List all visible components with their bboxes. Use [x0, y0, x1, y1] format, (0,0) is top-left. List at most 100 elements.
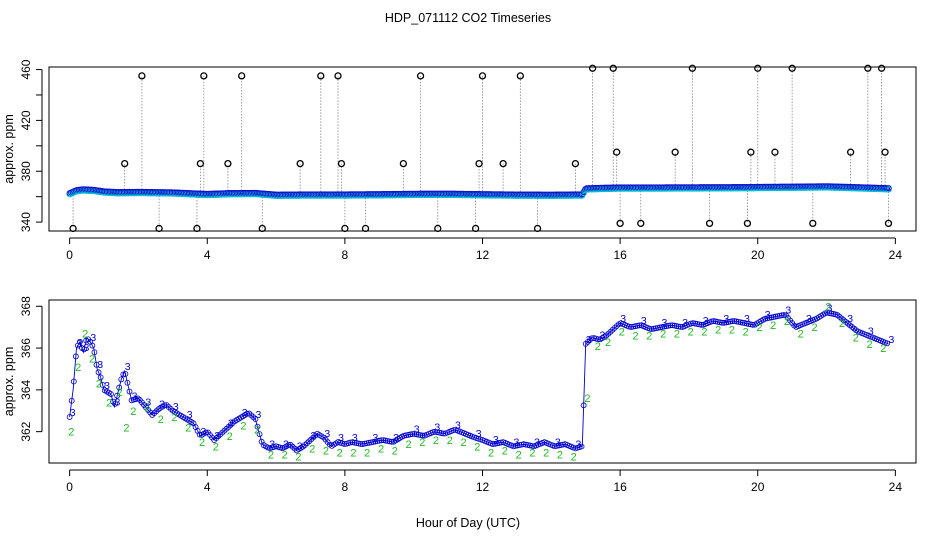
series-3-point: [774, 313, 781, 320]
series-3-point: [650, 325, 657, 332]
series-3-point: [595, 336, 601, 343]
series-2-point: 2: [853, 333, 859, 345]
series-3-point: [514, 442, 521, 449]
series-3-point: [409, 431, 416, 437]
series-3-point: [112, 400, 118, 407]
series-3-label: 3: [90, 332, 96, 344]
series-2-point: 2: [866, 339, 872, 351]
series-3-label: 3: [214, 430, 220, 442]
spike-point: [337, 159, 346, 168]
series-3-point: [826, 310, 833, 316]
series-3-point: [254, 423, 261, 430]
series-3-point: [770, 314, 777, 320]
series-3-point: [663, 323, 670, 330]
series-3-label: 3: [620, 313, 626, 325]
series-3-point: [196, 431, 203, 438]
series-3-point: [512, 442, 519, 449]
series-3-point: [657, 324, 663, 331]
spike-point: [846, 148, 855, 156]
series-3-label: 3: [145, 397, 151, 409]
series-2-point: 2: [172, 412, 178, 424]
spike-point: [155, 224, 163, 233]
series-2-point: 2: [116, 387, 122, 399]
series-2-point: 2: [474, 441, 480, 453]
spike-point: [588, 64, 597, 72]
series-3-label: 3: [256, 409, 262, 421]
series-3-point: [628, 324, 635, 330]
series-3-label: 3: [661, 317, 667, 329]
series-3-label: 3: [297, 440, 303, 452]
series-3-point: [368, 439, 374, 446]
y-axis-label: approx. ppm: [2, 114, 16, 183]
series-3-point: [578, 443, 585, 450]
series-3-point: [407, 431, 414, 438]
series-3-point: [671, 322, 678, 329]
series-3-point: [510, 443, 517, 450]
series-3-point: [778, 312, 785, 319]
series-3-point: [646, 325, 653, 332]
series-3-label: 3: [868, 326, 874, 338]
series-2-point: 2: [605, 337, 611, 349]
spike-point: [788, 64, 796, 72]
series-3-label: 3: [434, 422, 440, 434]
series-2-point: 2: [770, 320, 776, 332]
spike-point: [471, 224, 480, 233]
spike-point: [121, 159, 129, 168]
series-2-point: 2: [433, 435, 439, 447]
spike-point: [258, 224, 266, 233]
series-3-label: 3: [575, 438, 581, 450]
series-3-label: 3: [493, 434, 499, 446]
series-3-point: [741, 320, 748, 327]
series-3-point: [489, 441, 496, 448]
series-3-label: 3: [765, 309, 771, 321]
series-2-point: 2: [674, 328, 680, 340]
series-2-point: 2: [240, 420, 246, 432]
spike-point: [809, 219, 817, 228]
series-3-point: [655, 324, 661, 331]
series-2-point: 2: [68, 427, 74, 439]
series-3-point: [68, 397, 75, 404]
series-2-point: 2: [185, 422, 191, 434]
series-3-point: [366, 439, 372, 446]
series-3-label: 3: [311, 430, 317, 442]
y-tick-label: 366: [19, 338, 33, 358]
series-3-label: 3: [269, 438, 275, 450]
y-tick-label: 460: [19, 59, 33, 79]
spike-point: [200, 72, 208, 80]
series-2-point: 2: [96, 379, 102, 391]
series-3-point: [661, 323, 668, 330]
series-3-point: [712, 318, 719, 325]
series-3-point: [430, 429, 436, 436]
series-3-point: [114, 392, 121, 399]
spike-point: [613, 148, 621, 156]
spike-point: [533, 224, 542, 233]
series-3-point: [675, 323, 682, 330]
series-2-point: 2: [660, 328, 666, 340]
series-2-point: 2: [130, 406, 136, 418]
series-2-point: 2: [701, 326, 707, 338]
series-3-label: 3: [200, 426, 206, 438]
series-2-point: 2: [337, 448, 343, 460]
series-3-point: [768, 314, 775, 321]
series-3-label: 3: [703, 315, 709, 327]
x-tick-label: 24: [889, 480, 903, 494]
spike-point: [516, 72, 524, 80]
series-3-point: [419, 432, 426, 439]
series-3-point: [438, 430, 445, 436]
series-2-point: 2: [543, 448, 549, 460]
x-tick-label: 12: [476, 480, 490, 494]
y-tick-label: 340: [19, 212, 33, 232]
x-tick-label: 0: [66, 248, 73, 262]
series-3-label: 3: [641, 315, 647, 327]
series-3-point: [824, 309, 831, 316]
spike-point: [434, 224, 442, 233]
series-3-point: [91, 349, 98, 356]
series-2-point: 2: [715, 324, 721, 336]
series-3-point: [828, 310, 835, 317]
spike-point: [69, 224, 77, 233]
series-3-point: [353, 440, 360, 446]
series-3-point: [491, 440, 498, 447]
series-3-point: [669, 322, 676, 329]
